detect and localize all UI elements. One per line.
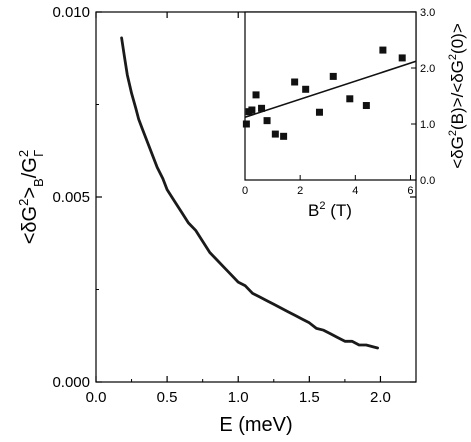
inset-y-tick-label: 2.0 bbox=[420, 63, 435, 75]
inset-data-point bbox=[271, 130, 279, 138]
inset-data-point bbox=[291, 78, 299, 86]
inset-data-point bbox=[398, 54, 406, 62]
inset-x-tick-label: 2 bbox=[297, 185, 303, 197]
main-y-tick-label: 0.010 bbox=[52, 4, 90, 21]
svg-text:B2 (T): B2 (T) bbox=[308, 200, 352, 220]
main-x-tick-label: 0.5 bbox=[157, 389, 178, 406]
inset-data-point bbox=[258, 104, 266, 112]
inset-data-point bbox=[379, 46, 387, 54]
inset-fit-line bbox=[244, 60, 417, 119]
inset-data-point bbox=[346, 95, 354, 103]
inset-x-axis-title: B2 (T) bbox=[308, 200, 352, 220]
main-y-tick-label: 0.000 bbox=[52, 374, 90, 391]
main-x-tick-label: 2.0 bbox=[370, 389, 391, 406]
inset-plot-frame bbox=[244, 11, 417, 181]
main-y-tick-label: 0.005 bbox=[52, 189, 90, 206]
inset-data-point bbox=[329, 72, 337, 80]
inset-y-tick-label: 1.0 bbox=[420, 119, 435, 131]
inset-x-tick-label: 6 bbox=[407, 185, 413, 197]
main-x-tick-label: 1.5 bbox=[299, 389, 320, 406]
inset-chart: 0 2 4 6 0.0 1.0 2.0 3.0 B2 (T) <δG2(B)>/<δG2(0… bbox=[242, 7, 467, 220]
main-x-tick-label: 0.0 bbox=[86, 389, 107, 406]
main-y-axis-title: <δG2>B/G2Γ bbox=[16, 150, 46, 245]
inset-x-tick-label: 4 bbox=[352, 185, 358, 197]
inset-scatter-points bbox=[242, 46, 406, 140]
inset-data-point bbox=[248, 106, 256, 114]
main-x-axis-title: E (meV) bbox=[219, 414, 292, 436]
inset-data-point bbox=[302, 85, 310, 93]
main-series-line bbox=[120, 36, 379, 350]
inset-x-axis: 0 2 4 6 bbox=[242, 175, 414, 197]
main-y-axis: 0.000 0.005 0.010 bbox=[52, 4, 416, 391]
inset-y-tick-label: 0.0 bbox=[420, 175, 435, 187]
inset-data-point bbox=[362, 102, 370, 110]
main-x-tick-label: 1.0 bbox=[228, 389, 249, 406]
inset-data-point bbox=[242, 120, 250, 128]
inset-y-axis-title: <δG2(B)>/<δG2(0)> bbox=[447, 23, 467, 169]
inset-y-axis: 0.0 1.0 2.0 3.0 bbox=[411, 7, 435, 187]
inset-data-point bbox=[315, 108, 323, 116]
inset-data-point bbox=[252, 91, 260, 99]
inset-data-point bbox=[280, 132, 288, 140]
inset-x-tick-label: 0 bbox=[242, 185, 248, 197]
inset-data-point bbox=[263, 117, 271, 125]
inset-y-tick-label: 3.0 bbox=[420, 7, 435, 19]
svg-text:<δG2>B/G2Γ: <δG2>B/G2Γ bbox=[16, 150, 46, 245]
svg-text:<δG2(B)>/<δG2(0)>: <δG2(B)>/<δG2(0)> bbox=[447, 23, 467, 169]
main-x-axis: 0.0 0.5 1.0 1.5 2.0 bbox=[86, 12, 391, 406]
